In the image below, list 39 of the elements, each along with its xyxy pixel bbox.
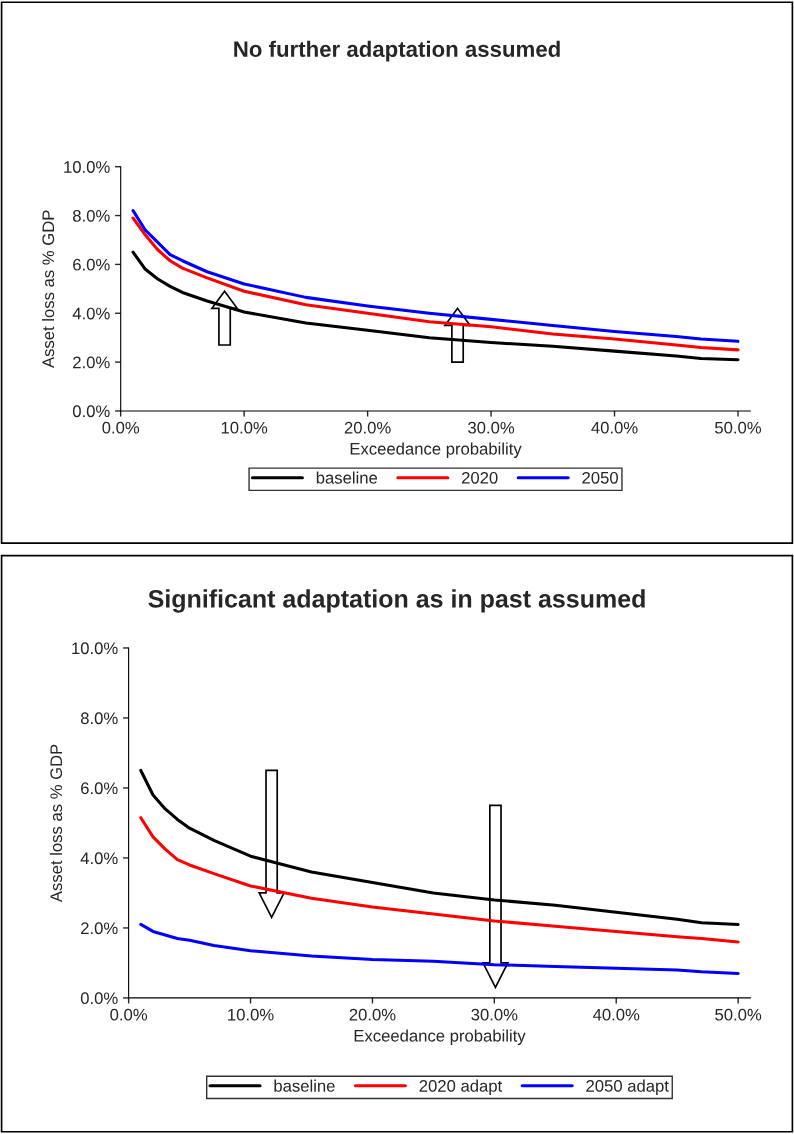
y-tick-label: 0.0% xyxy=(80,992,118,1005)
legend-label: 2050 xyxy=(582,471,618,484)
y-tick-label: 8.0% xyxy=(80,712,118,725)
y-axis-title: Asset loss as % GDP xyxy=(49,744,63,903)
x-tick-label: 40.0% xyxy=(592,1008,640,1021)
y-axis-title: Asset loss as % GDP xyxy=(41,210,55,368)
line-series xyxy=(131,250,740,362)
y-tick-label: 0.0% xyxy=(72,405,110,418)
y-tick-label: 2.0% xyxy=(73,356,110,369)
x-tick-label: 30.0% xyxy=(471,1008,518,1021)
x-tick-label: 40.0% xyxy=(591,421,638,434)
x-tick-label: 0.0% xyxy=(110,1008,148,1021)
line-series xyxy=(139,816,740,944)
x-tick-label: 50.0% xyxy=(715,1008,762,1021)
x-tick-label: 20.0% xyxy=(349,1008,396,1021)
legend-label: 2020 xyxy=(461,471,498,484)
y-tick-label: 4.0% xyxy=(72,307,110,320)
legend-label: baseline xyxy=(274,1079,335,1092)
x-tick-label: 0.0% xyxy=(102,421,140,434)
x-axis-title: Exceedance probability xyxy=(354,1029,526,1045)
x-axis-title: Exceedance probability xyxy=(350,442,522,459)
x-tick-label: 10.0% xyxy=(228,1008,274,1021)
y-tick-label: 10.0% xyxy=(72,642,118,655)
x-tick-label: 30.0% xyxy=(468,421,515,434)
y-tick-label: 4.0% xyxy=(80,852,118,865)
y-tick-label: 10.0% xyxy=(64,161,110,173)
x-tick-label: 20.0% xyxy=(344,421,391,434)
y-tick-label: 6.0% xyxy=(73,258,110,271)
legend-label: baseline xyxy=(316,471,378,484)
legend-label: 2020 adapt xyxy=(419,1079,503,1096)
y-tick-label: 6.0% xyxy=(81,782,118,795)
y-tick-label: 2.0% xyxy=(81,922,118,935)
chart-title: Significant adaptation as in past assumed xyxy=(148,589,645,613)
legend-label: 2050 adapt xyxy=(586,1079,669,1096)
x-tick-label: 50.0% xyxy=(715,421,762,434)
x-tick-label: 10.0% xyxy=(221,421,268,434)
line-series xyxy=(139,922,740,975)
chart-title: No further adaptation assumed xyxy=(234,40,560,62)
y-tick-label: 8.0% xyxy=(73,209,110,222)
